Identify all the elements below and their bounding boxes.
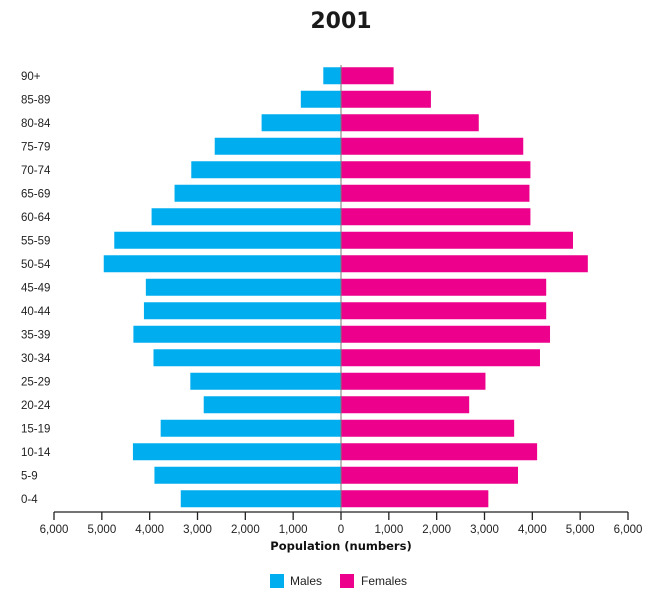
- x-axis: 6,000 5,000 4,000 3,000 2,000 1,000 0 1,000 2,00…: [40, 511, 643, 536]
- bar-males-20-24: [203, 396, 341, 414]
- y-tick-label-60-64: 60-64: [21, 212, 51, 224]
- bar-females-15-19: [341, 419, 515, 437]
- legend-swatch-females: [340, 574, 354, 588]
- bar-females-25-29: [341, 372, 486, 390]
- chart-title: 2001: [310, 9, 371, 34]
- y-tick-label-20-24: 20-24: [21, 400, 51, 412]
- y-tick-label-70-74: 70-74: [21, 165, 51, 177]
- legend-label-males: Males: [290, 574, 322, 588]
- bar-females-60-64: [341, 208, 531, 226]
- y-tick-label-90+: 90+: [21, 71, 41, 83]
- x-tick-label-1: 5,000: [87, 524, 116, 536]
- bar-females-20-24: [341, 396, 470, 414]
- y-tick-label-40-44: 40-44: [21, 306, 51, 318]
- bar-females-70-74: [341, 161, 531, 179]
- bar-males-35-39: [133, 325, 341, 343]
- x-axis-label: Population (numbers): [270, 539, 411, 553]
- bar-males-25-29: [190, 372, 341, 390]
- bar-males-5-9: [154, 466, 341, 484]
- bar-females-10-14: [341, 443, 538, 461]
- y-tick-label-5-9: 5-9: [21, 470, 38, 482]
- bar-males-50-54: [103, 255, 341, 273]
- bar-females-50-54: [341, 255, 588, 273]
- bar-males-75-79: [214, 137, 341, 155]
- x-tick-label-3: 3,000: [183, 524, 212, 536]
- x-tick-label-6: 0: [338, 524, 344, 536]
- bar-females-75-79: [341, 137, 524, 155]
- y-axis-tick-labels: 0-4 5-9 10-14 15-19 20-24 25-29 30-34 35-39 40-4…: [21, 71, 51, 506]
- y-tick-label-10-14: 10-14: [21, 447, 51, 459]
- legend: Males Females: [270, 574, 407, 588]
- bar-females-45-49: [341, 278, 547, 296]
- y-tick-label-30-34: 30-34: [21, 353, 51, 365]
- x-tick-label-10: 4,000: [518, 524, 547, 536]
- x-tick-label-11: 5,000: [566, 524, 595, 536]
- bar-males-85-89: [300, 90, 341, 108]
- bar-females-65-69: [341, 184, 530, 202]
- bar-males-55-59: [114, 231, 342, 249]
- bar-males-45-49: [145, 278, 341, 296]
- bar-females-90+: [341, 67, 394, 85]
- bar-females-30-34: [341, 349, 540, 367]
- legend-label-females: Females: [361, 574, 407, 588]
- bar-males-15-19: [160, 419, 341, 437]
- bar-males-40-44: [143, 302, 341, 320]
- bar-females-0-4: [341, 490, 489, 508]
- y-tick-label-25-29: 25-29: [21, 376, 50, 388]
- x-tick-label-7: 1,000: [374, 524, 403, 536]
- x-tick-label-4: 2,000: [231, 524, 260, 536]
- bar-females-55-59: [341, 231, 573, 249]
- bar-males-0-4: [180, 490, 341, 508]
- legend-swatch-males: [270, 574, 284, 588]
- bar-females-85-89: [341, 90, 431, 108]
- y-tick-label-55-59: 55-59: [21, 235, 50, 247]
- bar-males-70-74: [191, 161, 341, 179]
- y-tick-label-65-69: 65-69: [21, 188, 50, 200]
- x-tick-label-9: 3,000: [470, 524, 499, 536]
- y-tick-label-75-79: 75-79: [21, 141, 50, 153]
- bar-females-35-39: [341, 325, 551, 343]
- bar-males-30-34: [153, 349, 341, 367]
- x-tick-label-0: 6,000: [40, 524, 69, 536]
- y-tick-label-50-54: 50-54: [21, 259, 51, 271]
- x-tick-label-5: 1,000: [279, 524, 308, 536]
- bar-females-5-9: [341, 466, 518, 484]
- x-tick-label-8: 2,000: [422, 524, 451, 536]
- y-tick-label-35-39: 35-39: [21, 329, 50, 341]
- y-tick-label-45-49: 45-49: [21, 282, 50, 294]
- bars-group: [103, 65, 588, 512]
- y-tick-label-0-4: 0-4: [21, 494, 38, 506]
- bar-females-40-44: [341, 302, 547, 320]
- x-tick-label-12: 6,000: [614, 524, 643, 536]
- bar-males-60-64: [151, 208, 341, 226]
- bar-males-65-69: [174, 184, 341, 202]
- bar-males-10-14: [132, 443, 341, 461]
- x-tick-label-2: 4,000: [135, 524, 164, 536]
- bar-males-90+: [323, 67, 341, 85]
- bar-females-80-84: [341, 114, 479, 132]
- y-tick-label-85-89: 85-89: [21, 94, 50, 106]
- y-tick-label-15-19: 15-19: [21, 423, 50, 435]
- bar-males-80-84: [261, 114, 341, 132]
- y-tick-label-80-84: 80-84: [21, 118, 51, 130]
